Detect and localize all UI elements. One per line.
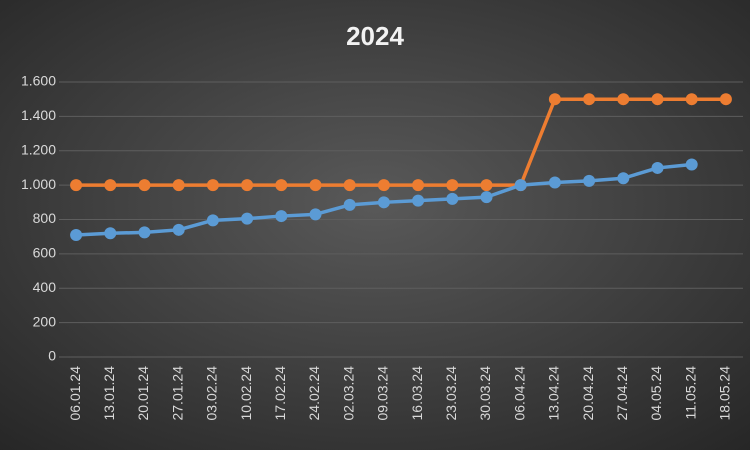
data-point [206, 179, 219, 192]
x-tick-label: 27.04.24 [614, 366, 630, 421]
y-tick-label: 600 [33, 245, 57, 261]
data-point [651, 161, 664, 174]
x-tick-label: 13.04.24 [546, 366, 562, 421]
data-point [70, 228, 83, 241]
data-point [548, 93, 561, 106]
data-point [685, 158, 698, 171]
y-tick-label: 1.600 [21, 73, 56, 89]
y-tick-label: 1.400 [21, 107, 56, 123]
data-point [138, 226, 151, 239]
y-tick-label: 800 [33, 210, 57, 226]
x-tick-label: 17.02.24 [272, 366, 288, 421]
data-point [514, 179, 527, 192]
y-tick-label: 200 [33, 313, 57, 329]
x-tick-label: 18.05.24 [717, 366, 733, 421]
x-tick-label: 13.01.24 [101, 366, 117, 421]
data-point [412, 194, 425, 207]
y-tick-label: 0 [48, 348, 56, 364]
data-point [446, 192, 459, 205]
data-point [583, 93, 596, 106]
x-tick-label: 20.01.24 [135, 366, 151, 421]
data-point [309, 208, 322, 221]
x-tick-label: 09.03.24 [375, 366, 391, 421]
data-point [685, 93, 698, 106]
data-point [70, 179, 83, 192]
x-tick-label: 23.03.24 [443, 366, 459, 421]
x-tick-label: 16.03.24 [409, 366, 425, 421]
data-point [651, 93, 664, 106]
data-point [343, 179, 356, 192]
data-point [446, 179, 459, 192]
data-point [172, 223, 185, 236]
x-tick-label: 24.02.24 [306, 366, 322, 421]
x-tick-label: 02.03.24 [340, 366, 356, 421]
x-tick-label: 06.01.24 [67, 366, 83, 421]
data-point [104, 227, 117, 240]
data-point [377, 179, 390, 192]
y-tick-label: 1.200 [21, 141, 56, 157]
y-tick-label: 1.000 [21, 176, 56, 192]
x-tick-label: 20.04.24 [580, 366, 596, 421]
data-point [377, 196, 390, 209]
data-point [480, 191, 493, 204]
y-tick-label: 400 [33, 279, 57, 295]
x-tick-label: 30.03.24 [477, 366, 493, 421]
data-point [241, 179, 254, 192]
data-point [172, 179, 185, 192]
data-point [309, 179, 322, 192]
data-point [719, 93, 732, 106]
data-point [275, 210, 288, 223]
x-tick-label: 10.02.24 [238, 366, 254, 421]
data-point [206, 214, 219, 227]
x-tick-label: 03.02.24 [204, 366, 220, 421]
data-point [480, 179, 493, 192]
x-tick-label: 06.04.24 [511, 366, 527, 421]
data-point [548, 176, 561, 189]
data-point [412, 179, 425, 192]
data-point [343, 198, 356, 211]
data-point [104, 179, 117, 192]
data-point [138, 179, 151, 192]
x-tick-label: 11.05.24 [682, 366, 698, 420]
x-tick-label: 04.05.24 [648, 366, 664, 421]
x-tick-label: 27.01.24 [169, 366, 185, 421]
data-point [241, 212, 254, 225]
data-point [617, 172, 630, 185]
data-point [275, 179, 288, 192]
chart-title: 2024 [346, 21, 404, 51]
data-point [617, 93, 630, 106]
data-point [583, 174, 596, 187]
